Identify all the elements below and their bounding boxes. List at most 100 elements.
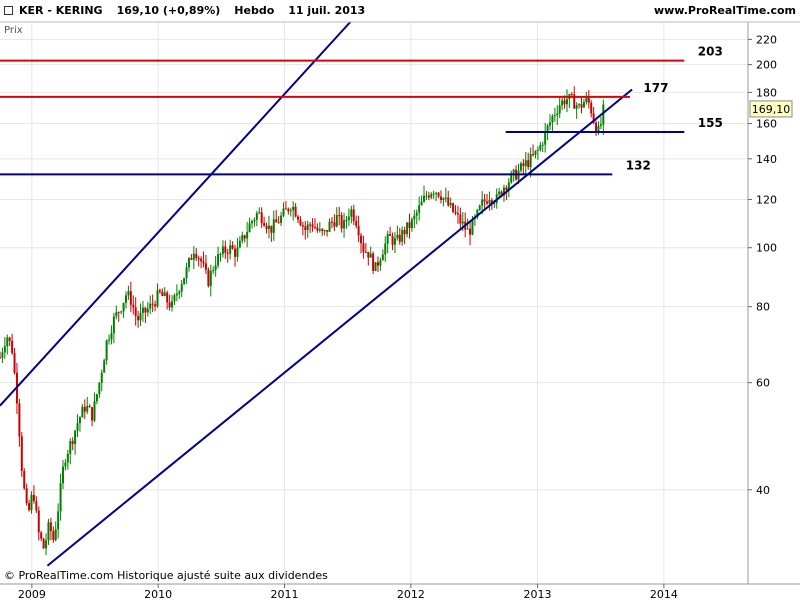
candle-body [236,247,239,257]
candle-body [471,218,474,235]
candle-body [454,211,457,214]
candle-body [410,219,413,229]
candle-body [299,219,302,226]
candle-body [309,224,312,226]
candle-body [202,261,205,264]
candle-body [481,199,484,206]
candle-body [40,532,43,539]
candle-body [357,225,360,236]
x-tick-label: 2010 [144,588,172,600]
candle-body [18,403,21,437]
candle-body [267,225,270,229]
candle-body [306,224,309,230]
candle-body [599,124,602,127]
checkbox-icon[interactable] [4,6,13,15]
candle-body [423,195,426,202]
candle-body [66,453,69,463]
candle-body [507,182,510,191]
candles [0,86,605,556]
candle-body [217,254,220,266]
x-tick-label: 2013 [524,588,552,600]
candle-body [124,295,127,303]
candle-body [439,196,442,201]
candle-body [132,304,135,308]
candle-body [384,243,387,255]
candle-body [253,219,256,222]
candle-body [0,357,1,359]
candle-body [103,360,106,373]
candle-body [544,130,547,145]
header-left: KER - KERING 169,10 (+0,89%) Hebdo 11 ju… [4,4,379,17]
candle-body [144,307,147,313]
x-tick-label: 2011 [271,588,299,600]
level-label: 155 [698,116,723,130]
candle-body [541,144,544,146]
candle-body [171,301,174,308]
candle-body [500,191,503,196]
candle-body [54,529,57,541]
candle-body [447,197,450,206]
y-tick-label: 160 [756,118,777,131]
candle-body [563,100,566,105]
candle-body [120,311,123,313]
y-tick-label: 60 [756,377,770,390]
candle-body [575,105,578,109]
candle-body [367,251,370,258]
candle-body [6,337,9,347]
candle-body [539,145,542,150]
candle-body [396,234,399,239]
candle-body [393,238,396,245]
candle-body [204,263,207,270]
candle-body [486,201,489,204]
candle-body [527,160,530,168]
candle-body [408,222,411,229]
candle-body [435,192,438,194]
candle-body [195,253,198,259]
candle-body [28,503,31,511]
candle-body [558,105,561,114]
candle-body [156,290,159,307]
candle-body [343,220,346,229]
candle-body [582,102,585,108]
candle-body [381,254,384,261]
candle-body [347,216,350,221]
candle-body [478,205,481,210]
y-tick-label: 200 [756,59,777,72]
candle-body [427,195,430,198]
candle-body [466,228,469,230]
candle-body [37,510,40,533]
candle-body [442,198,445,201]
candle-body [129,291,132,305]
candle-body [595,122,598,133]
candle-body [71,441,74,444]
candle-body [180,284,183,292]
candle-body [93,401,96,421]
candle-body [3,346,6,353]
candle-body [587,97,590,103]
candle-body [30,494,33,511]
candle-body [8,337,11,341]
candle-body [561,100,564,106]
candle-body [512,169,515,173]
candle-body [47,522,50,541]
candle-body [258,212,261,214]
candle-body [42,538,45,549]
candle-body [168,302,171,308]
candle-body [401,229,404,242]
y-tick-label: 220 [756,33,777,46]
y-tick-label: 140 [756,153,777,166]
site-url[interactable]: www.ProRealTime.com [653,4,796,17]
candle-body [134,307,137,317]
candle-body [250,221,253,224]
period: Hebdo [234,4,275,17]
chart-header: KER - KERING 169,10 (+0,89%) Hebdo 11 ju… [0,0,800,22]
chart-date: 11 juil. 2013 [288,4,366,17]
candle-body [374,262,377,271]
candle-body [335,215,338,227]
footer-note: © ProRealTime.com Historique ajusté suit… [4,569,328,582]
candle-body [277,222,280,224]
candle-body [280,215,283,223]
candle-body [369,253,372,258]
candle-body [459,214,462,224]
